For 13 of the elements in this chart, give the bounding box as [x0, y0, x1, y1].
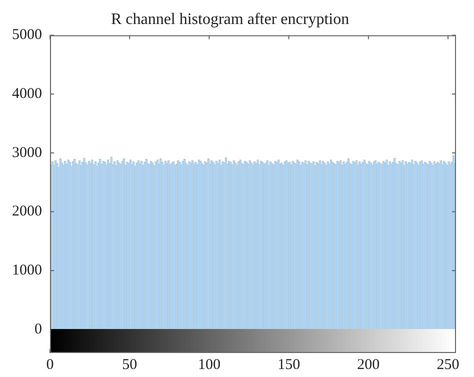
x-tick-label: 200 — [357, 356, 380, 373]
y-tick-label: 1000 — [12, 262, 42, 279]
x-tick-label: 150 — [278, 356, 300, 373]
x-tick-label: 250 — [436, 356, 460, 373]
x-tick-label: 100 — [198, 356, 220, 373]
y-tick-label: 0 — [34, 321, 42, 338]
y-tick-label: 2000 — [12, 204, 42, 220]
x-tick-label: 0 — [46, 356, 54, 373]
y-tick-label: 4000 — [12, 86, 42, 102]
x-tick-label: 50 — [122, 356, 138, 373]
chart-title: R channel histogram after encryption — [110, 10, 350, 28]
y-tick-label: 3000 — [12, 144, 42, 161]
y-tick-label: 5000 — [12, 27, 42, 44]
